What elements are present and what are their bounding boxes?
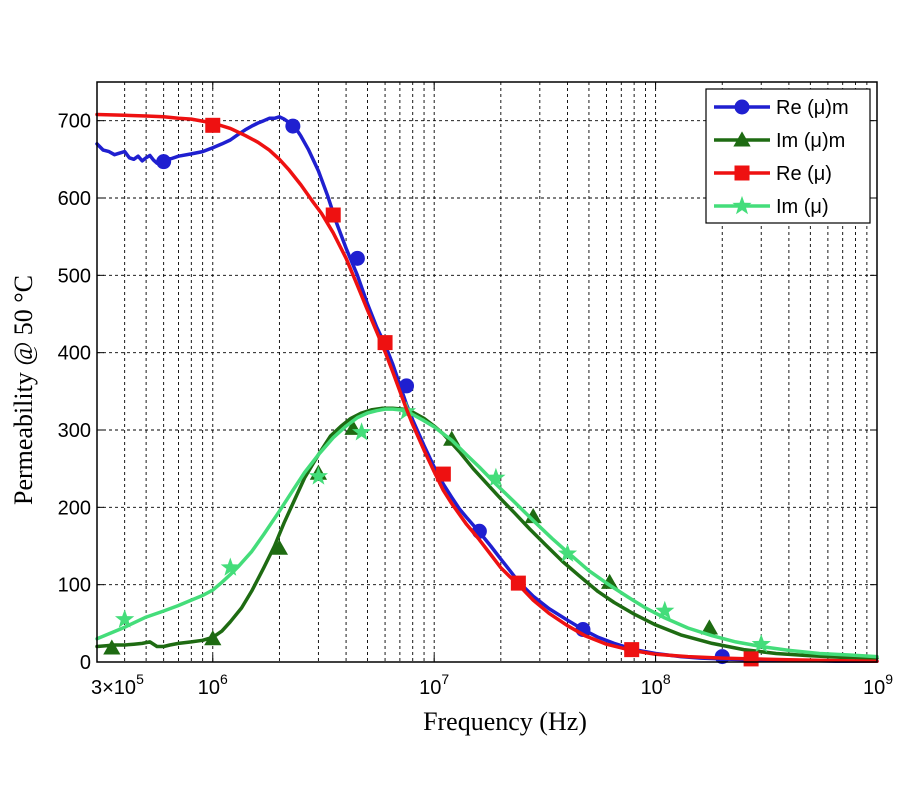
x-tick-label: 109 [863, 671, 893, 699]
y-tick-label: 100 [58, 575, 91, 597]
data-point-im-mu [115, 609, 135, 628]
legend: Re (μ)m Im (μ)m Re (μ) Im (μ) [705, 88, 871, 224]
y-tick-label: 300 [58, 420, 91, 442]
data-point-re-mu-m [156, 154, 172, 170]
data-point-im-mu [751, 634, 771, 653]
legend-entry-re-mu: Re (μ) [714, 163, 832, 185]
data-point-re-mu-m [285, 118, 301, 134]
series-line-im-mu-m [95, 406, 879, 660]
legend-entry-im-mu-m: Im (μ)m [714, 130, 845, 152]
series-line-re-mu [95, 112, 879, 663]
data-point-im-mu-m [524, 507, 542, 524]
y-tick-label: 200 [58, 497, 91, 519]
legend-label: Re (μ)m [776, 97, 849, 119]
data-point-re-mu [743, 651, 759, 667]
series-layer [95, 112, 879, 667]
data-point-re-mu [435, 466, 451, 482]
legend-marker [734, 165, 750, 181]
legend-entry-re-mu-m: Re (μ)m [714, 97, 849, 119]
data-point-im-mu-m [700, 619, 719, 635]
data-point-re-mu [624, 642, 640, 658]
legend-entry-im-mu: Im (μ) [714, 195, 829, 218]
data-point-im-mu-m [204, 630, 222, 646]
data-point-re-mu [325, 207, 341, 223]
series-im-mu [95, 401, 879, 659]
data-point-im-mu [352, 422, 372, 441]
y-axis-label: Permeability @ 50 °C [9, 275, 38, 505]
data-point-re-mu [377, 335, 393, 351]
y-tick-label: 0 [80, 652, 91, 674]
legend-marker [733, 131, 751, 147]
plot-frame [96, 81, 878, 663]
legend-marker [732, 195, 752, 215]
data-point-im-mu [220, 557, 240, 576]
y-tick-label: 500 [58, 265, 91, 287]
x-axis-label: Frequency (Hz) [423, 707, 587, 736]
legend-label: Im (μ) [776, 196, 829, 218]
y-tick-label: 700 [58, 111, 91, 133]
x-tick-label: 108 [641, 671, 671, 699]
data-point-im-mu-m [600, 573, 619, 589]
legend-marker [734, 99, 750, 115]
axis-ticks: 0 100 200 300 400 500 600 700 3×105 106 107 108 109 [58, 82, 893, 699]
x-tick-label: 3×105 [91, 671, 144, 699]
data-point-im-mu [557, 543, 578, 562]
data-point-re-mu [205, 117, 221, 133]
series-re-mu [95, 112, 879, 667]
data-point-re-mu-m [399, 378, 415, 394]
y-tick-label: 400 [58, 343, 91, 365]
y-tick-label: 600 [58, 188, 91, 210]
data-point-im-mu [655, 600, 675, 620]
data-point-re-mu [510, 575, 526, 591]
data-point-im-mu [486, 467, 506, 487]
legend-box [705, 88, 871, 224]
x-tick-label: 107 [419, 671, 449, 699]
data-point-re-mu-m [349, 250, 365, 266]
x-tick-label: 106 [198, 671, 228, 699]
data-point-im-mu-m [103, 639, 121, 655]
data-point-im-mu-m [270, 539, 289, 555]
legend-label: Im (μ)m [776, 130, 845, 152]
legend-label: Re (μ) [776, 163, 832, 185]
data-point-im-mu [308, 466, 328, 485]
